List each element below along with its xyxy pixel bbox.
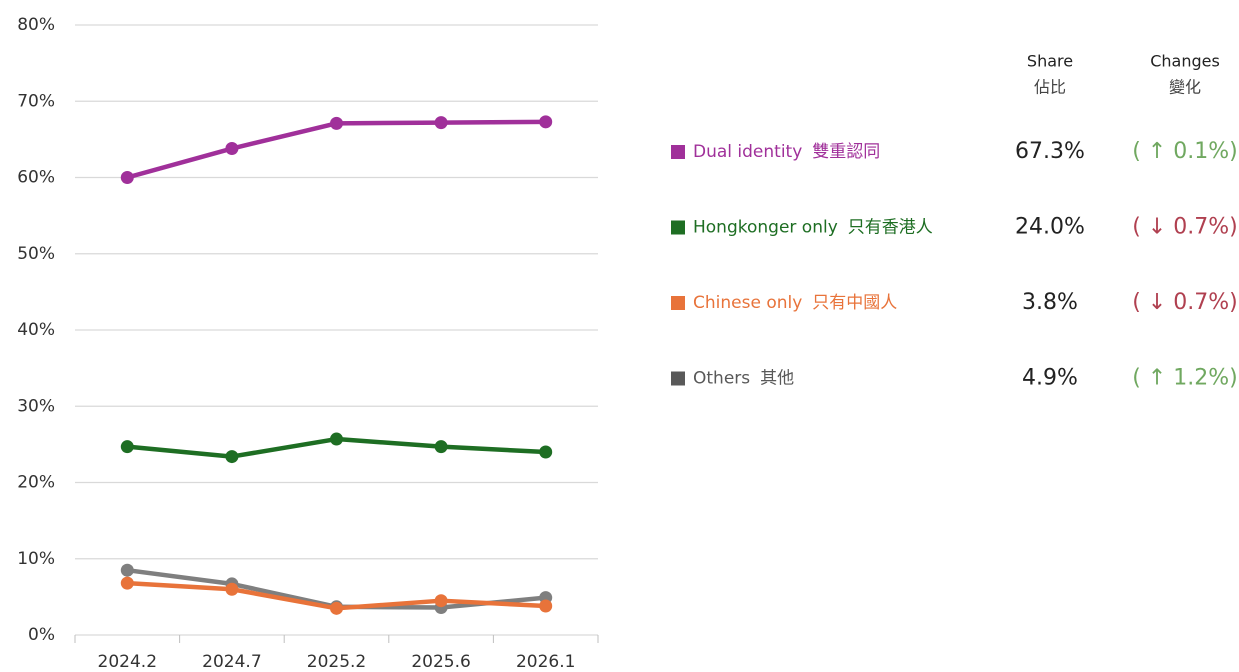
x-tick-label: 2024.7: [202, 652, 261, 672]
legend-label: Dual identity 雙重認同: [693, 142, 880, 162]
legend-name-zh: 只有香港人: [848, 218, 933, 238]
change-value: ( ↓ 0.7%): [1132, 290, 1237, 315]
share-value: 4.9%: [1022, 366, 1078, 391]
data-point: [225, 450, 239, 464]
legend-swatch: [671, 220, 685, 235]
legend-label: Chinese only 只有中國人: [693, 293, 897, 313]
x-tick-label: 2025.6: [411, 652, 470, 672]
legend-swatch: [671, 145, 685, 159]
legend-label: Others 其他: [693, 369, 794, 389]
legend-name: Chinese only: [693, 293, 802, 313]
legend-name: Dual identity: [693, 142, 802, 162]
data-point: [434, 440, 448, 454]
y-tick-label: 80%: [17, 15, 55, 35]
table-header-zh: 變化: [1169, 78, 1201, 97]
change-value: ( ↓ 0.7%): [1132, 215, 1237, 240]
legend-swatch: [671, 296, 685, 310]
legend-label: Hongkonger only 只有香港人: [693, 218, 933, 238]
data-point: [120, 576, 134, 590]
data-point: [434, 594, 448, 608]
y-tick-label: 60%: [17, 168, 55, 188]
series-line: [126, 119, 546, 180]
legend-name-zh: 雙重認同: [812, 142, 880, 162]
share-value: 3.8%: [1022, 290, 1078, 315]
share-value: 24.0%: [1015, 215, 1085, 240]
y-tick-label: 70%: [17, 91, 55, 111]
data-point: [120, 563, 134, 577]
legend-name-zh: 其他: [760, 369, 794, 389]
legend-swatch: [671, 371, 685, 386]
data-point: [225, 582, 239, 596]
data-point: [330, 116, 343, 130]
legend-name: Others: [693, 369, 750, 389]
x-tick-label: 2026.1: [516, 652, 575, 672]
table-header: Share: [1027, 52, 1073, 71]
data-point: [225, 142, 239, 156]
data-point: [330, 601, 343, 615]
y-tick-label: 10%: [17, 549, 55, 569]
change-value: ( ↑ 1.2%): [1132, 366, 1237, 391]
y-tick-label: 30%: [17, 396, 55, 416]
change-value: ( ↑ 0.1%): [1132, 139, 1237, 164]
data-point: [539, 599, 553, 613]
y-tick-label: 40%: [17, 320, 55, 340]
y-tick-label: 50%: [17, 244, 55, 264]
legend-name: Hongkonger only: [693, 218, 838, 238]
data-point: [539, 115, 553, 129]
data-point: [120, 171, 134, 184]
y-tick-label: 0%: [28, 625, 55, 645]
data-point: [120, 440, 134, 454]
data-point: [330, 432, 343, 446]
y-tick-label: 20%: [17, 473, 55, 493]
data-point: [434, 116, 448, 130]
x-tick-label: 2025.2: [307, 652, 366, 672]
table-header: Changes: [1150, 52, 1220, 71]
table-header-zh: 佔比: [1034, 78, 1066, 97]
data-point: [539, 445, 553, 459]
share-value: 67.3%: [1015, 139, 1085, 164]
legend-name-zh: 只有中國人: [812, 293, 897, 313]
x-tick-label: 2024.2: [98, 652, 157, 672]
